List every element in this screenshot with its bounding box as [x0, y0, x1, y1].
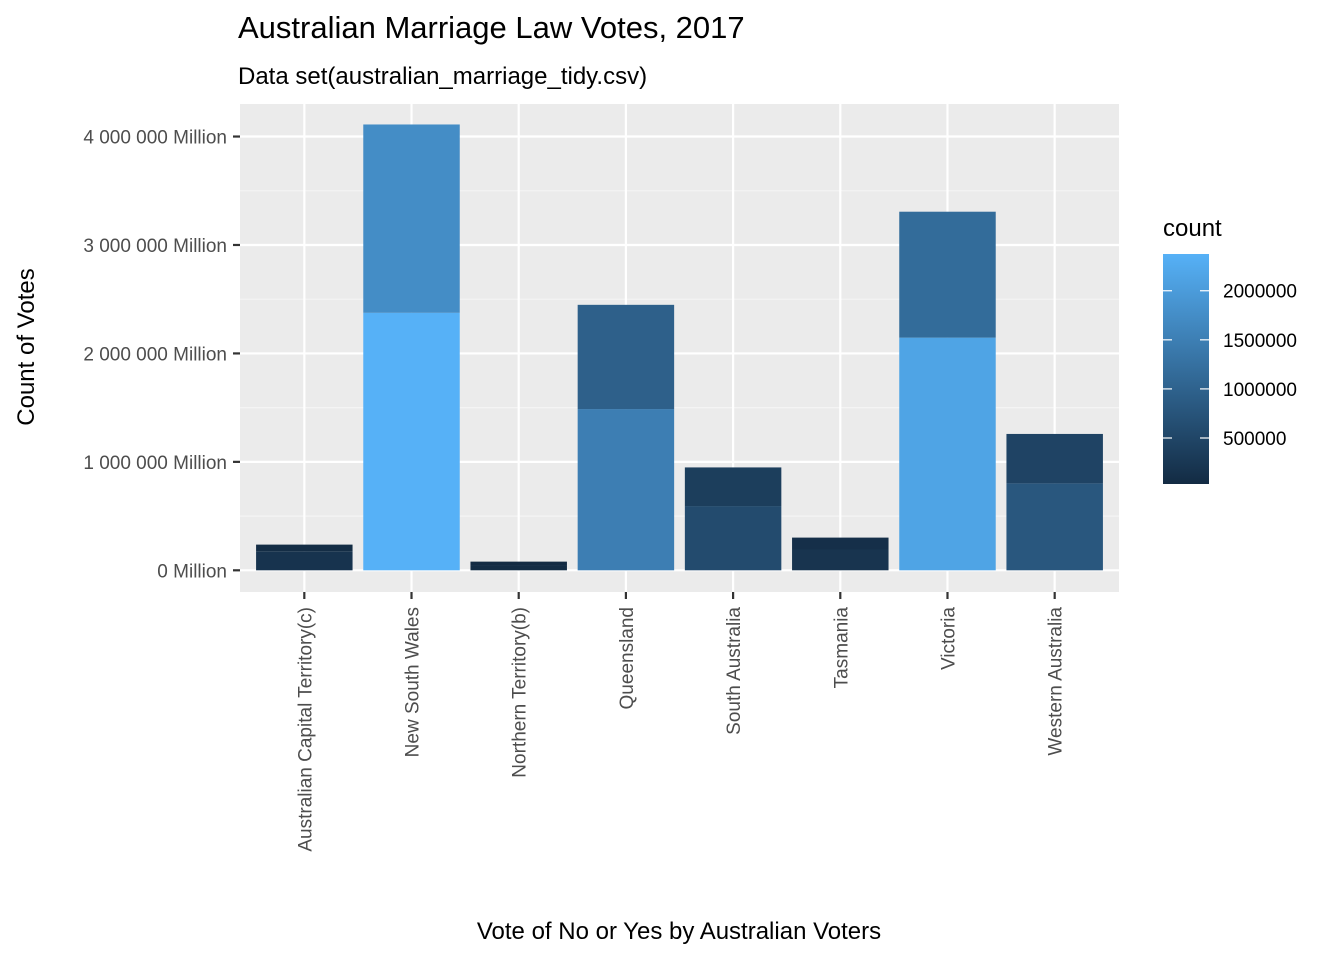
- bar-segment: [256, 551, 353, 571]
- legend: count 500000 1000000 1500000 2000000: [1163, 215, 1297, 484]
- legend-tick-label: 1000000: [1223, 380, 1297, 401]
- bar-segment: [363, 312, 460, 571]
- legend-title: count: [1163, 215, 1222, 242]
- bar-segment: [684, 467, 782, 507]
- x-tick-label: Australian Capital Territory(c): [295, 607, 316, 852]
- bar-segment: [792, 537, 889, 550]
- x-tick-label: Victoria: [938, 607, 959, 670]
- y-tick-label: 1 000 000 Million: [83, 453, 227, 474]
- x-axis-title: Vote of No or Yes by Australian Voters: [477, 918, 881, 945]
- x-tick-label: Tasmania: [831, 607, 852, 689]
- x-tick-label: New South Wales: [403, 607, 424, 757]
- y-tick-label: 0 Million: [157, 561, 227, 582]
- y-tick-label: 2 000 000 Million: [83, 344, 227, 365]
- y-tick-label: 4 000 000 Million: [83, 128, 227, 149]
- legend-tick-label: 2000000: [1223, 282, 1297, 303]
- x-tick-label: Western Australia: [1046, 607, 1067, 756]
- bar-segment: [470, 561, 567, 566]
- legend-colorbar: [1163, 254, 1209, 484]
- bar-segment: [256, 544, 353, 552]
- legend-tick-label: 1500000: [1223, 331, 1297, 352]
- x-tick-label: Queensland: [617, 607, 638, 709]
- bar-segment: [899, 337, 996, 571]
- bar-segment: [684, 506, 782, 571]
- bar-segment: [470, 565, 567, 571]
- chart-subtitle: Data set(australian_marriage_tidy.csv): [238, 63, 647, 90]
- chart-title: Australian Marriage Law Votes, 2017: [238, 10, 745, 45]
- x-tick-label: Northern Territory(b): [510, 607, 531, 778]
- y-tick-label: 3 000 000 Million: [83, 236, 227, 257]
- bar-segment: [792, 549, 889, 571]
- x-axis: Australian Capital Territory(c) New South…: [295, 592, 1067, 852]
- bar-segment: [577, 304, 675, 410]
- y-axis: 0 Million 1 000 000 Million 2 000 000 Mill…: [83, 128, 240, 582]
- bar-segment: [1006, 433, 1103, 484]
- bar-segment: [363, 124, 460, 313]
- x-tick-label: South Australia: [724, 607, 745, 735]
- legend-tick-label: 500000: [1223, 429, 1286, 450]
- bar-segment: [577, 409, 675, 571]
- bar-segment: [1006, 483, 1103, 571]
- y-axis-title: Count of Votes: [13, 268, 40, 425]
- legend-ticks: 500000 1000000 1500000 2000000: [1163, 282, 1297, 450]
- bar-segment: [899, 211, 996, 338]
- bars: [256, 124, 1103, 571]
